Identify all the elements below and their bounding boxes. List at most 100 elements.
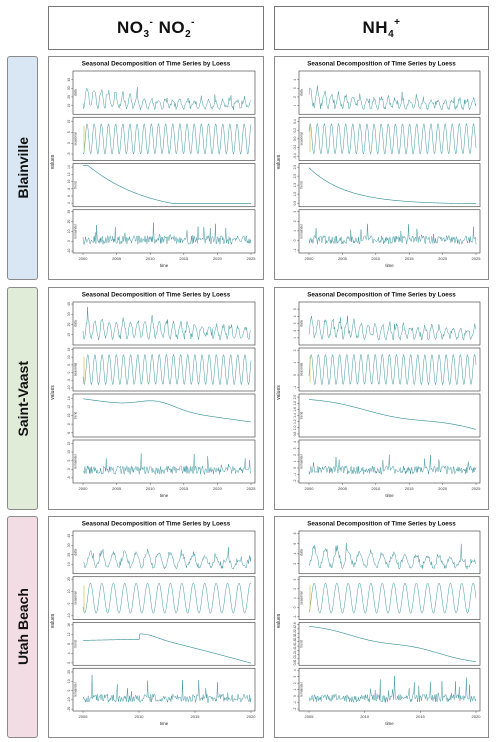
y-tick-label: 0 bbox=[67, 240, 71, 242]
y-tick-label: 1.4 bbox=[293, 648, 297, 653]
y-tick-label: 4 bbox=[67, 202, 71, 204]
y-tick-label: 3 bbox=[293, 211, 297, 213]
x-tick-label: 2025 bbox=[247, 256, 257, 261]
y-tick-label: -2 bbox=[293, 707, 297, 710]
y-tick-label: 10 bbox=[67, 450, 71, 454]
component-name: seasonal bbox=[74, 132, 78, 145]
component-frame bbox=[72, 439, 256, 484]
y-tick-label: 3 bbox=[293, 676, 297, 678]
y-tick-label: 0 bbox=[293, 606, 297, 608]
chart-svg: Seasonal Decomposition of Time Series by… bbox=[276, 61, 481, 269]
component-name: seasonal bbox=[300, 363, 304, 376]
component-name: remainder bbox=[74, 681, 78, 697]
site-name: Blainville bbox=[14, 137, 31, 199]
component-frame bbox=[72, 163, 256, 208]
y-tick-label: 10 bbox=[67, 679, 71, 683]
y-tick-label: 5 bbox=[67, 364, 71, 366]
y-tick-label: 2 bbox=[293, 682, 297, 684]
series-line-seasonal bbox=[308, 353, 477, 386]
component-name: remainder bbox=[300, 223, 304, 239]
x-tick-label: 2020 bbox=[472, 714, 482, 719]
x-tick-label: 2020 bbox=[438, 256, 448, 261]
component-name: trend bbox=[300, 640, 304, 648]
x-axis-label: time bbox=[160, 721, 169, 726]
y-tick-label: 14 bbox=[67, 165, 71, 169]
component-name: remainder bbox=[74, 453, 78, 469]
y-tick-label: 1 bbox=[293, 597, 297, 599]
series-line-seasonal bbox=[82, 122, 252, 155]
y-tick-label: 2.6 bbox=[293, 622, 297, 627]
x-tick-label: 2010 bbox=[146, 256, 156, 261]
component-name: seasonal bbox=[74, 591, 78, 604]
y-tick-label: 2.0 bbox=[293, 635, 297, 640]
x-tick-label: 2020 bbox=[247, 714, 257, 719]
y-tick-label: 0 bbox=[67, 371, 71, 373]
component-name: data bbox=[74, 549, 78, 556]
component-name: trend bbox=[74, 181, 78, 189]
chart-title: Seasonal Decomposition of Time Series by… bbox=[307, 521, 456, 528]
y-tick-label: 15 bbox=[67, 441, 71, 445]
chart-svg: Seasonal Decomposition of Time Series by… bbox=[276, 521, 482, 727]
series-line-seasonal bbox=[308, 582, 477, 614]
y-tick-label: 6 bbox=[67, 195, 71, 197]
x-tick-label: 2015 bbox=[405, 486, 415, 491]
series-line-trend bbox=[82, 633, 252, 664]
y-tick-label: 12 bbox=[67, 405, 71, 409]
series-line-data bbox=[308, 85, 477, 111]
y-tick-label: -5 bbox=[67, 476, 71, 479]
y-tick-label: 5 bbox=[67, 460, 71, 462]
x-axis-label: time bbox=[385, 263, 394, 268]
y-tick-label: 2 bbox=[293, 220, 297, 222]
component-name: remainder bbox=[300, 453, 304, 469]
chart-title: Seasonal Decomposition of Time Series by… bbox=[82, 61, 231, 68]
y-tick-label: 6 bbox=[293, 542, 297, 544]
site-name: Utah Beach bbox=[14, 588, 31, 666]
component-name: data bbox=[300, 549, 304, 556]
series-line-remainder bbox=[82, 222, 252, 246]
x-tick-label: 2020 bbox=[213, 256, 223, 261]
component-frame bbox=[298, 576, 481, 620]
y-tick-label: 1 bbox=[293, 105, 297, 107]
x-tick-label: 2015 bbox=[179, 256, 189, 261]
component-frame bbox=[298, 667, 481, 712]
x-tick-label: 2015 bbox=[405, 256, 415, 261]
chart-saint-vaast-nox: Seasonal Decomposition of Time Series by… bbox=[48, 287, 264, 510]
y-tick-label: 10 bbox=[67, 355, 71, 359]
chart-title: Seasonal Decomposition of Time Series by… bbox=[82, 521, 231, 528]
y-tick-label: 2 bbox=[293, 563, 297, 565]
x-axis-label: time bbox=[160, 263, 169, 268]
series-line-trend bbox=[308, 626, 477, 662]
y-tick-label: 2.5 bbox=[293, 165, 297, 170]
y-tick-label: 2 bbox=[293, 454, 297, 456]
x-tick-label: 2005 bbox=[112, 486, 122, 491]
series-line-data bbox=[308, 315, 477, 341]
y-tick-label: 1.6 bbox=[293, 644, 297, 649]
series-line-remainder bbox=[82, 453, 252, 476]
y-tick-label: 1 bbox=[293, 362, 297, 364]
y-tick-label: 1.6 bbox=[293, 407, 297, 412]
y-tick-label: 1.4 bbox=[293, 413, 297, 418]
column-header-nh4: NH4+ bbox=[274, 6, 489, 50]
chart-utah-beach-nh4: Seasonal Decomposition of Time Series by… bbox=[274, 516, 489, 738]
x-tick-label: 2005 bbox=[338, 486, 348, 491]
y-tick-label: 1.8 bbox=[293, 639, 297, 644]
y-axis-label: values bbox=[50, 385, 56, 400]
series-line-trend bbox=[82, 398, 252, 423]
series-line-trend bbox=[83, 165, 251, 204]
chart-title: Seasonal Decomposition of Time Series by… bbox=[307, 61, 456, 68]
series-line-trend bbox=[308, 399, 477, 430]
component-name: data bbox=[74, 89, 78, 96]
x-tick-label: 2000 bbox=[79, 256, 89, 261]
column-header-nox: NO3- NO2- bbox=[48, 6, 264, 50]
component-frame bbox=[298, 393, 481, 438]
component-frame bbox=[72, 622, 256, 666]
y-tick-label: 0.4 bbox=[293, 119, 297, 124]
y-tick-label: 0 bbox=[293, 695, 297, 697]
y-tick-label: 10 bbox=[67, 333, 71, 337]
y-tick-label: -0.2 bbox=[293, 145, 297, 151]
y-tick-label: 1.0 bbox=[293, 656, 297, 661]
y-tick-label: 0 bbox=[293, 374, 297, 376]
y-tick-label: 0 bbox=[67, 603, 71, 605]
y-tick-label: -1 bbox=[293, 701, 297, 704]
y-tick-label: 40 bbox=[67, 302, 71, 306]
